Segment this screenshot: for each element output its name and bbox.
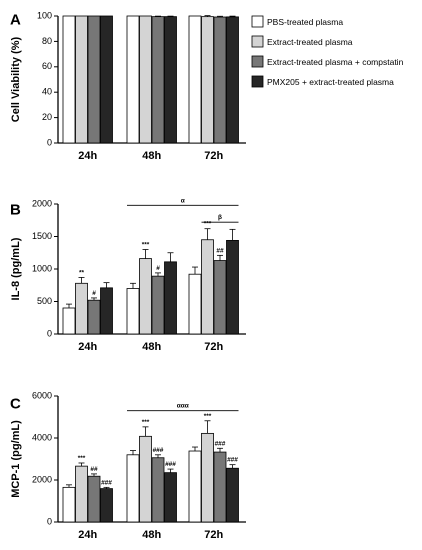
bar bbox=[100, 287, 113, 335]
significance-label: # bbox=[92, 290, 96, 297]
bracket-label: ααα bbox=[177, 403, 189, 410]
y-tick-label: 2000 bbox=[32, 198, 52, 208]
bar bbox=[75, 282, 88, 335]
bar bbox=[87, 475, 101, 523]
bar bbox=[151, 457, 165, 523]
bar bbox=[213, 260, 227, 335]
bar bbox=[188, 450, 202, 523]
bar bbox=[126, 15, 140, 144]
significance-label: *** bbox=[204, 221, 212, 228]
bar bbox=[188, 273, 202, 335]
significance-label: ### bbox=[215, 440, 226, 447]
y-tick-label: 0 bbox=[47, 516, 52, 526]
x-tick-label: 48h bbox=[142, 341, 161, 353]
x-tick-label: 72h bbox=[204, 150, 223, 162]
significance-label: ## bbox=[90, 466, 98, 473]
x-tick-label: 24h bbox=[78, 341, 97, 353]
x-tick-label: 48h bbox=[142, 529, 161, 541]
bar bbox=[75, 15, 88, 144]
legend-label: Extract-treated plasma bbox=[267, 37, 353, 47]
bar bbox=[164, 16, 177, 144]
bar bbox=[151, 275, 165, 335]
significance-label: *** bbox=[142, 242, 150, 249]
chart-panel-a: A Cell Viability (%) 0 20 40 60 80 100 24h 48h 72h bbox=[10, 10, 246, 162]
x-tick-label: 72h bbox=[204, 529, 223, 541]
x-tick-label: 24h bbox=[78, 529, 97, 541]
bar bbox=[126, 288, 140, 335]
y-tick-label: 0 bbox=[47, 328, 52, 338]
y-tick-label: 80 bbox=[42, 36, 52, 46]
y-tick-label: 1000 bbox=[32, 263, 52, 273]
bracket-label: α bbox=[181, 197, 185, 204]
bar bbox=[164, 472, 177, 523]
y-tick-label: 100 bbox=[37, 10, 52, 20]
x-tick-label: 72h bbox=[204, 341, 223, 353]
significance-label: # bbox=[156, 265, 160, 272]
bar bbox=[226, 16, 239, 144]
bar bbox=[151, 16, 165, 144]
x-tick-label: 48h bbox=[142, 150, 161, 162]
bar bbox=[226, 467, 239, 523]
bar bbox=[188, 15, 202, 144]
bar bbox=[226, 239, 239, 335]
y-axis-label: Cell Viability (%) bbox=[10, 36, 22, 122]
y-tick-label: 2000 bbox=[32, 474, 52, 484]
bar bbox=[62, 307, 76, 335]
chart-panel-b: BIL-8 (pg/mL)0500100015002000********###… bbox=[10, 197, 246, 353]
legend-swatch bbox=[251, 75, 264, 88]
y-tick-label: 60 bbox=[42, 61, 52, 71]
bar bbox=[201, 16, 214, 144]
legend-swatch bbox=[251, 55, 264, 68]
bar bbox=[100, 15, 113, 144]
significance-label: *** bbox=[204, 413, 212, 420]
bar bbox=[139, 435, 152, 523]
significance-label: ** bbox=[79, 269, 85, 276]
y-tick-label: 500 bbox=[37, 296, 52, 306]
y-tick-label: 20 bbox=[42, 112, 52, 122]
x-tick-label: 24h bbox=[78, 150, 97, 162]
bar bbox=[62, 15, 76, 144]
y-axis-label: MCP-1 (pg/mL) bbox=[10, 420, 22, 498]
legend-swatch bbox=[251, 35, 264, 48]
bar bbox=[139, 15, 152, 144]
legend-label: Extract-treated plasma + compstatin bbox=[267, 57, 404, 67]
y-tick-label: 6000 bbox=[32, 390, 52, 400]
significance-label: ### bbox=[165, 461, 176, 468]
bar bbox=[213, 16, 227, 144]
y-tick-label: 4000 bbox=[32, 432, 52, 442]
y-tick-label: 1500 bbox=[32, 231, 52, 241]
bar bbox=[87, 15, 101, 144]
legend-swatch bbox=[251, 15, 264, 28]
y-axis-label: IL-8 (pg/mL) bbox=[10, 237, 22, 300]
significance-label: ### bbox=[227, 457, 238, 464]
legend-label: PMX205 + extract-treated plasma bbox=[267, 77, 394, 87]
legend-label: PBS-treated plasma bbox=[267, 17, 343, 27]
bar bbox=[75, 465, 88, 523]
legend: PBS-treated plasma Extract-treated plasma… bbox=[251, 15, 404, 88]
y-tick-label: 40 bbox=[42, 87, 52, 97]
bar bbox=[213, 451, 227, 523]
y-tick-label: 0 bbox=[47, 137, 52, 147]
significance-label: ### bbox=[101, 479, 112, 486]
significance-label: *** bbox=[78, 455, 86, 462]
significance-label: *** bbox=[142, 419, 150, 426]
significance-label: ### bbox=[153, 447, 164, 454]
bar bbox=[87, 299, 101, 335]
bar bbox=[164, 261, 177, 335]
panel-letter: A bbox=[10, 11, 21, 28]
bracket-label: β bbox=[218, 214, 222, 221]
bar bbox=[139, 258, 152, 335]
significance-label: ## bbox=[216, 247, 224, 254]
panel-letter: B bbox=[10, 201, 21, 218]
bar bbox=[201, 432, 214, 523]
bar bbox=[100, 488, 113, 523]
bar bbox=[201, 239, 214, 335]
bar bbox=[126, 454, 140, 523]
bar bbox=[62, 486, 76, 523]
panel-letter: C bbox=[10, 395, 21, 412]
